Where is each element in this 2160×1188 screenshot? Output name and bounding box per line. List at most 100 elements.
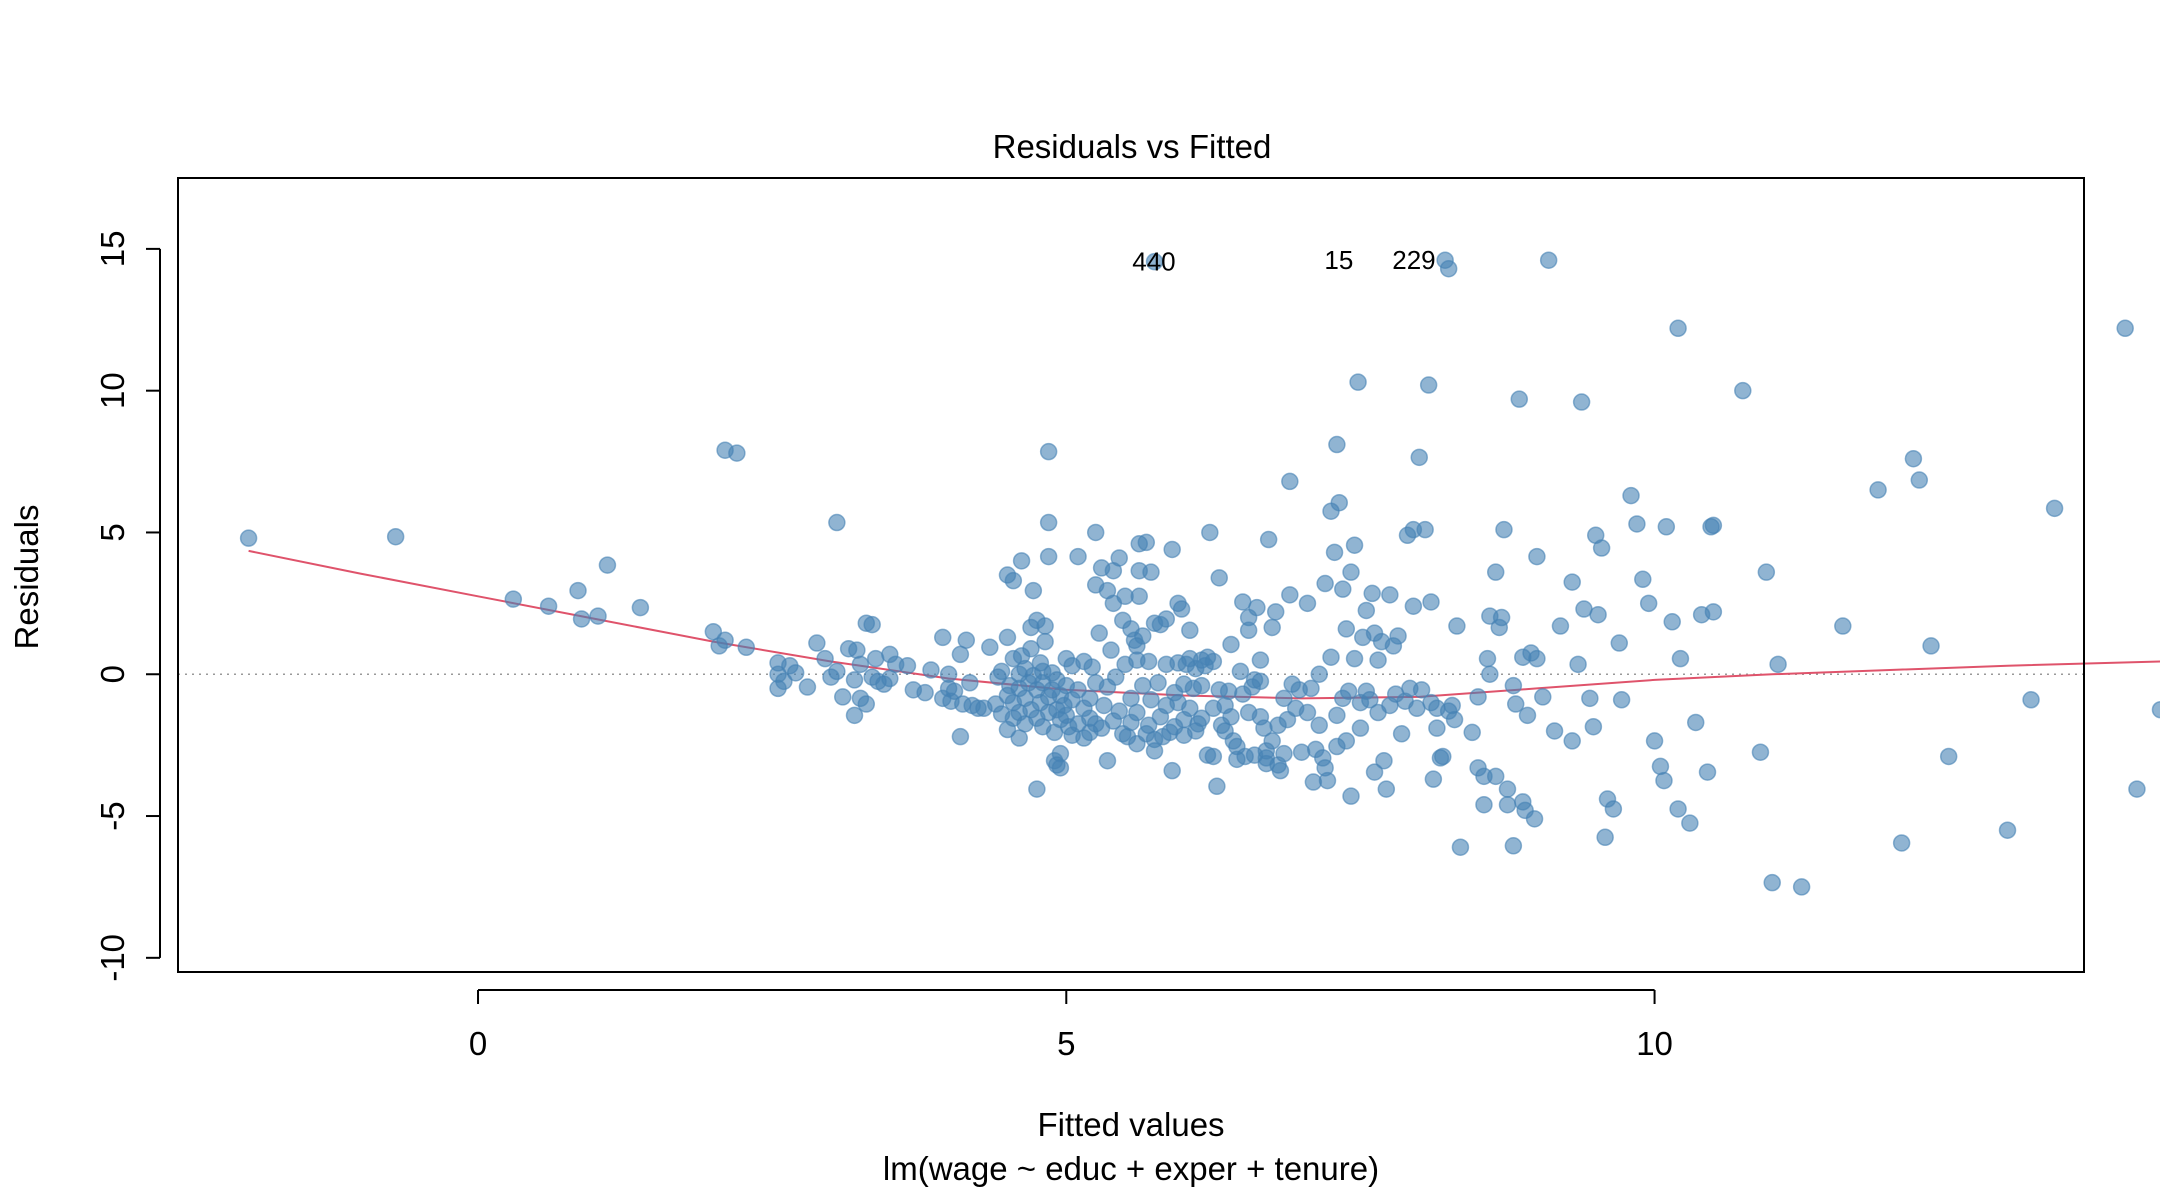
data-point (1142, 691, 1160, 709)
data-point (1498, 780, 1517, 798)
data-point (1163, 540, 1181, 559)
plot-frame (177, 177, 2085, 973)
data-point (504, 590, 523, 608)
data-point (981, 638, 999, 657)
data-point (1339, 682, 1358, 701)
data-point (1172, 600, 1191, 618)
data-point (1292, 743, 1311, 761)
data-point (1892, 834, 1911, 852)
data-point (1686, 713, 1705, 732)
data-point (998, 628, 1017, 647)
data-point (1110, 549, 1128, 567)
data-point (945, 682, 964, 701)
data-point (1036, 632, 1054, 651)
data-point (1424, 770, 1443, 788)
data-point (1328, 435, 1346, 454)
data-point (1445, 710, 1464, 729)
data-point (845, 671, 864, 689)
data-point (1389, 627, 1407, 645)
data-point (1904, 449, 1923, 468)
data-point (1281, 472, 1299, 491)
data-point (1504, 676, 1523, 695)
data-point (1589, 605, 1607, 624)
data-point (1325, 543, 1344, 562)
data-point (1316, 574, 1334, 593)
data-point (845, 706, 864, 725)
data-point (1669, 319, 1687, 338)
data-point (1342, 563, 1360, 581)
data-point (1361, 691, 1379, 709)
data-point (1539, 251, 1558, 269)
data-point (1622, 486, 1640, 505)
data-point (1651, 757, 1670, 776)
data-point (1330, 493, 1348, 512)
data-point (1110, 702, 1128, 720)
data-point (539, 597, 558, 615)
point-labels-layer: 440 15 229 (1132, 245, 1435, 276)
data-point (572, 610, 591, 628)
data-point (1478, 649, 1497, 668)
data-point (1655, 771, 1673, 790)
data-point (1486, 563, 1505, 581)
data-point (1039, 442, 1058, 461)
data-point (1528, 547, 1546, 566)
data-point (1412, 681, 1431, 699)
data-point (828, 662, 846, 681)
data-point (1081, 689, 1099, 708)
data-point (1266, 603, 1285, 621)
data-point (1259, 530, 1278, 549)
data-point (1734, 381, 1752, 400)
data-point (916, 683, 934, 702)
data-point (1134, 676, 1152, 695)
data-point (1504, 837, 1523, 855)
data-point (1004, 571, 1023, 590)
x-tick-label: 10 (1636, 1025, 1673, 1062)
data-point (1645, 732, 1664, 750)
data-point (961, 674, 979, 692)
chart-title: Residuals vs Fitted (993, 128, 1272, 165)
data-point (828, 513, 846, 532)
data-point (1604, 800, 1623, 818)
data-point (728, 444, 746, 462)
data-point (1681, 814, 1699, 832)
data-point (1419, 376, 1438, 394)
data-point (1028, 780, 1046, 798)
y-tick-label: 15 (94, 231, 131, 268)
data-point (1610, 634, 1629, 652)
data-point (1528, 649, 1546, 668)
data-point (1090, 624, 1108, 642)
data-point (1998, 821, 2017, 839)
data-point (737, 638, 756, 657)
data-point (1563, 732, 1581, 750)
data-point (1281, 586, 1299, 604)
data-point (1069, 681, 1087, 699)
data-point (857, 695, 876, 713)
data-point (2116, 319, 2134, 338)
data-point (957, 631, 976, 649)
data-point (1181, 621, 1199, 640)
data-point (1704, 603, 1723, 621)
x-tick-label: 0 (469, 1025, 487, 1062)
outlier-label: 440 (1132, 247, 1175, 277)
data-point (1510, 390, 1529, 408)
data-point (1345, 536, 1364, 554)
data-point (1251, 672, 1270, 691)
data-point (1922, 637, 1940, 655)
data-point (716, 631, 734, 649)
outlier-label: 15 (1324, 245, 1353, 275)
data-point (1428, 719, 1446, 737)
smooth-line-layer (248, 549, 2160, 700)
data-point (1039, 513, 1058, 532)
data-point (1342, 787, 1360, 805)
data-point (808, 634, 826, 652)
data-point (1365, 763, 1384, 781)
data-point (598, 556, 617, 574)
data-point (1298, 703, 1317, 722)
data-point (1248, 598, 1266, 617)
data-point (1475, 795, 1493, 814)
data-point (589, 607, 607, 625)
data-point (1448, 617, 1466, 635)
data-point (1757, 563, 1776, 581)
data-point (1751, 743, 1770, 761)
